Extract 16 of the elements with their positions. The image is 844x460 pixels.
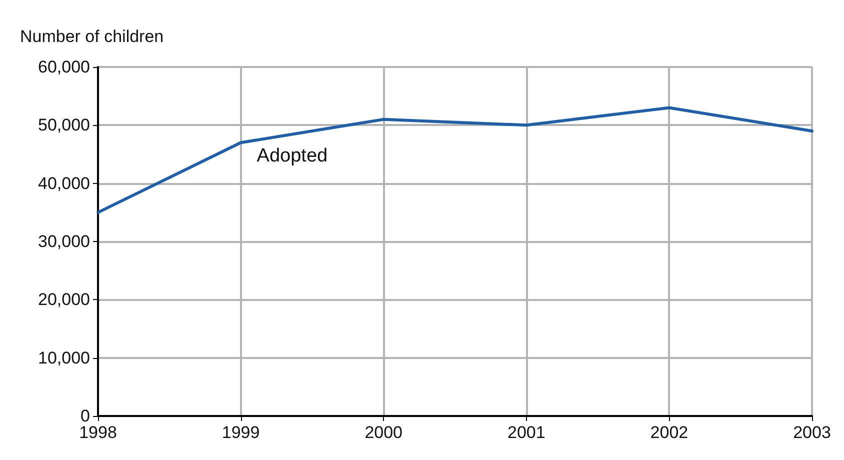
y-tick-label: 30,000 <box>38 232 90 251</box>
y-tick-label: 50,000 <box>38 116 90 135</box>
series-label: Adopted <box>256 146 328 167</box>
y-tick-label: 20,000 <box>38 290 90 310</box>
y-tick-label: 0 <box>80 406 90 426</box>
x-tick-label: 2003 <box>793 423 831 442</box>
y-tick-label: 40,000 <box>38 174 90 193</box>
x-tick-label: 1998 <box>79 423 117 442</box>
x-tick-label: 1999 <box>222 423 260 442</box>
y-tick-label: 60,000 <box>38 58 90 76</box>
x-tick-label: 2001 <box>507 423 546 442</box>
y-tick-label: 10,000 <box>38 348 90 368</box>
y-axis-title: Number of children <box>20 27 164 46</box>
x-tick-label: 2002 <box>650 423 688 442</box>
x-tick-label: 2000 <box>364 423 403 442</box>
line-series <box>96 106 814 214</box>
